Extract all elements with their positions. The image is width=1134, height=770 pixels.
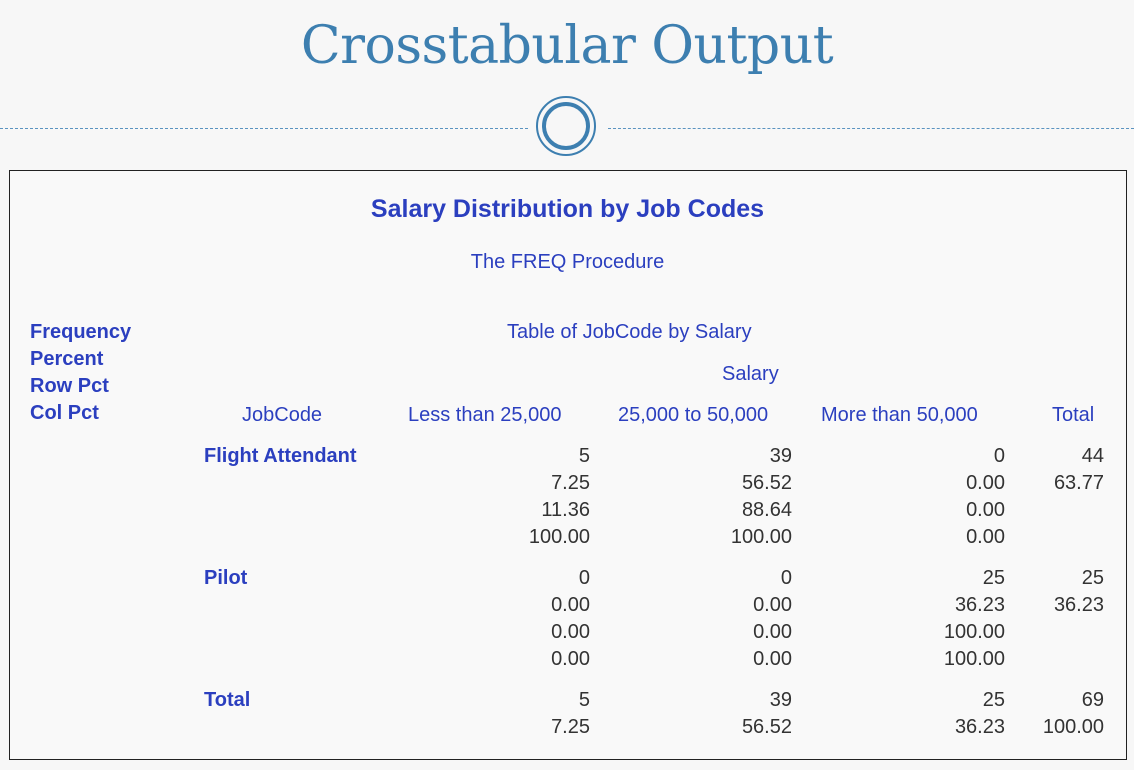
table-cell: 0.00: [753, 621, 792, 643]
table-cell: 0.00: [966, 472, 1005, 494]
table-cell: 0: [993, 445, 1005, 467]
row-header-pilot: Pilot: [204, 567, 248, 589]
table-cell: 0.00: [551, 621, 590, 643]
column-header: 25,000 to 50,000: [618, 404, 769, 426]
legend-percent: Percent: [30, 348, 104, 370]
table-title: Table of JobCode by Salary: [507, 321, 752, 343]
table-cell: 36.23: [954, 594, 1005, 616]
divider-ornament-icon: [536, 96, 596, 156]
divider-line-left: [0, 128, 528, 129]
table-cell: 25: [1081, 567, 1104, 589]
table-cell: 100.00: [943, 648, 1005, 670]
row-header-total: Total: [204, 689, 251, 711]
table-cell: 0: [780, 567, 792, 589]
table-cell: 100.00: [528, 526, 590, 548]
table-cell: 63.77: [1053, 472, 1104, 494]
table-cell: 0.00: [966, 499, 1005, 521]
table-cell: 0.00: [753, 594, 792, 616]
divider-line-right: [608, 128, 1134, 129]
table-cell: 56.52: [741, 716, 792, 738]
table-cell: 11.36: [541, 499, 590, 521]
table-cell: 39: [769, 445, 792, 467]
table-cell: 0.00: [551, 594, 590, 616]
column-header: Total: [1052, 404, 1095, 426]
table-cell: 5: [578, 689, 590, 711]
column-header: Less than 25,000: [408, 404, 562, 426]
table-cell: 69: [1081, 689, 1104, 711]
legend-col-pct: Col Pct: [30, 402, 99, 424]
procedure-name: The FREQ Procedure: [470, 251, 665, 273]
report-title: Salary Distribution by Job Codes: [370, 195, 765, 223]
table-cell: 0.00: [551, 648, 590, 670]
table-cell: 100.00: [943, 621, 1005, 643]
slide-title: Crosstabular Output: [300, 16, 834, 76]
table-cell: 7.25: [551, 472, 590, 494]
table-cell: 36.23: [1053, 594, 1104, 616]
table-cell: 56.52: [741, 472, 792, 494]
row-variable-header: JobCode: [242, 404, 323, 426]
table-cell: 100.00: [1042, 716, 1104, 738]
table-cell: 88.64: [741, 499, 792, 521]
table-cell: 36.23: [954, 716, 1005, 738]
legend-frequency: Frequency: [30, 321, 132, 343]
sas-output-panel: Salary Distribution by Job Codes The FRE…: [9, 170, 1127, 760]
table-cell: 7.25: [551, 716, 590, 738]
table-cell: 44: [1081, 445, 1104, 467]
divider-ornament-inner: [542, 102, 590, 150]
column-variable-label: Salary: [722, 363, 779, 385]
table-cell: 0: [578, 567, 590, 589]
table-cell: 5: [578, 445, 590, 467]
table-cell: 100.00: [730, 526, 792, 548]
table-cell: 0.00: [966, 526, 1005, 548]
column-header: More than 50,000: [821, 404, 978, 426]
table-cell: 39: [769, 689, 792, 711]
legend-row-pct: Row Pct: [30, 375, 109, 397]
table-cell: 25: [982, 689, 1005, 711]
row-header-flight-attendant: Flight Attendant: [204, 445, 357, 467]
table-cell: 25: [982, 567, 1005, 589]
table-cell: 0.00: [753, 648, 792, 670]
